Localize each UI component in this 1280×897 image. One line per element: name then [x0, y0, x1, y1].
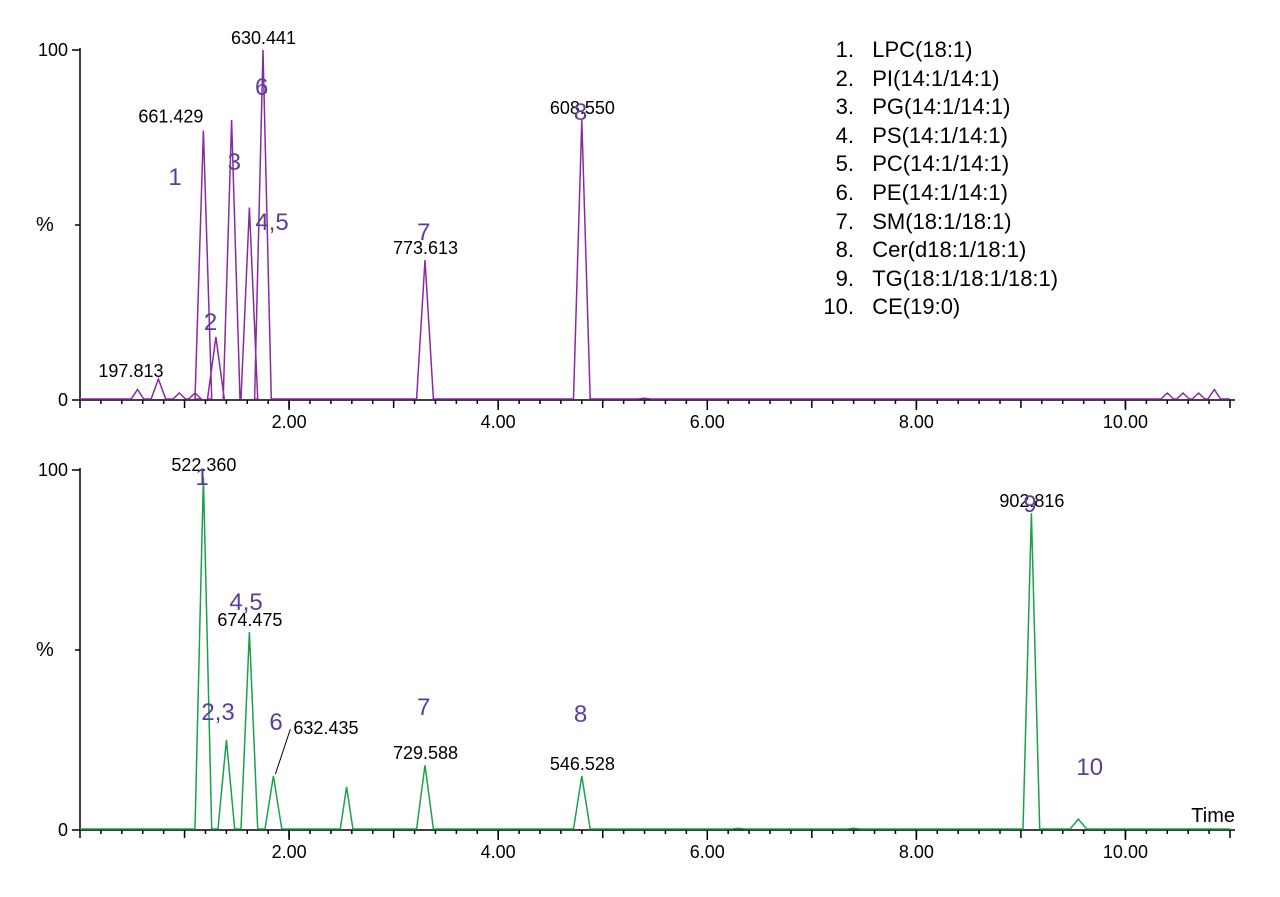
y-tick-label: 0: [58, 390, 68, 410]
legend-number: 4.: [820, 122, 854, 151]
x-axis-title: Time: [1191, 805, 1235, 827]
peak-number: 7: [417, 219, 430, 246]
legend-row: 2. PI(14:1/14:1): [820, 65, 1058, 94]
legend-row: 6. PE(14:1/14:1): [820, 179, 1058, 208]
x-tick-label: 4.00: [481, 842, 516, 862]
peak-mass-label: 729.588: [393, 743, 458, 763]
legend-number: 6.: [820, 179, 854, 208]
legend-number: 3.: [820, 93, 854, 122]
page: { "dimensions": { "width": 1280, "height…: [0, 0, 1280, 897]
peak-number: 6: [269, 709, 282, 736]
legend-label: PI(14:1/14:1): [860, 65, 999, 94]
peak-mass-label: 630.441: [231, 28, 296, 48]
y-tick-label: 100: [38, 40, 68, 60]
peak-number: 1: [195, 464, 208, 491]
x-tick-label: 6.00: [690, 412, 725, 432]
peak-number: 6: [255, 74, 268, 101]
legend-row: 1. LPC(18:1): [820, 36, 1058, 65]
x-tick-label: 8.00: [899, 842, 934, 862]
legend-number: 5.: [820, 150, 854, 179]
prepeak-mass: 197.813: [98, 361, 163, 381]
x-tick-label: 8.00: [899, 412, 934, 432]
legend-row: 3. PG(14:1/14:1): [820, 93, 1058, 122]
peak-number: 8: [574, 701, 587, 728]
peak-number: 7: [417, 694, 430, 721]
legend-number: 7.: [820, 208, 854, 237]
peak-number: 2: [204, 309, 217, 336]
peak-number: 4,5: [229, 589, 262, 616]
peak-mass-label: 632.435: [293, 718, 358, 738]
bottom_chart-trace: [80, 477, 1230, 829]
legend-row: 7. SM(18:1/18:1): [820, 208, 1058, 237]
y-tick-label: 100: [38, 460, 68, 480]
legend-row: 10. CE(19:0): [820, 293, 1058, 322]
legend-label: TG(18:1/18:1/18:1): [860, 265, 1058, 294]
legend-label: CE(19:0): [860, 293, 960, 322]
legend-number: 8.: [820, 236, 854, 265]
legend-number: 10.: [820, 293, 854, 322]
legend-row: 8. Cer(d18:1/18:1): [820, 236, 1058, 265]
x-tick-label: 10.00: [1103, 842, 1148, 862]
x-tick-label: 2.00: [272, 842, 307, 862]
peak-number: 4,5: [255, 209, 288, 236]
legend-label: PS(14:1/14:1): [860, 122, 1008, 151]
legend-label: SM(18:1/18:1): [860, 208, 1012, 237]
x-tick-label: 4.00: [481, 412, 516, 432]
peak-number: 2,3: [201, 699, 234, 726]
peak-mass-label: 546.528: [550, 754, 615, 774]
legend-number: 9.: [820, 265, 854, 294]
peak-mass-label: 661.429: [138, 107, 203, 127]
legend-label: PE(14:1/14:1): [860, 179, 1008, 208]
legend-label: LPC(18:1): [860, 36, 973, 65]
chromatogram-svg: 0100%2.004.006.008.0010.00197.813661.429…: [0, 0, 1280, 897]
legend-row: 9. TG(18:1/18:1/18:1): [820, 265, 1058, 294]
legend-number: 1.: [820, 36, 854, 65]
legend-label: PG(14:1/14:1): [860, 93, 1010, 122]
x-tick-label: 2.00: [272, 412, 307, 432]
legend-row: 5. PC(14:1/14:1): [820, 150, 1058, 179]
y-axis-label: %: [36, 214, 54, 236]
y-tick-label: 0: [58, 820, 68, 840]
peak-number: 3: [228, 149, 241, 176]
legend-label: PC(14:1/14:1): [860, 150, 1009, 179]
y-axis-label: %: [36, 639, 54, 661]
x-tick-label: 6.00: [690, 842, 725, 862]
legend-number: 2.: [820, 65, 854, 94]
peak-number: 10: [1076, 754, 1103, 781]
legend-row: 4. PS(14:1/14:1): [820, 122, 1058, 151]
peak-number: 9: [1023, 491, 1036, 518]
x-tick-label: 10.00: [1103, 412, 1148, 432]
compound-legend: 1. LPC(18:1)2. PI(14:1/14:1)3. PG(14:1/1…: [820, 36, 1058, 322]
peak-number: 8: [574, 99, 587, 126]
peak-number: 1: [168, 164, 181, 191]
legend-label: Cer(d18:1/18:1): [860, 236, 1026, 265]
